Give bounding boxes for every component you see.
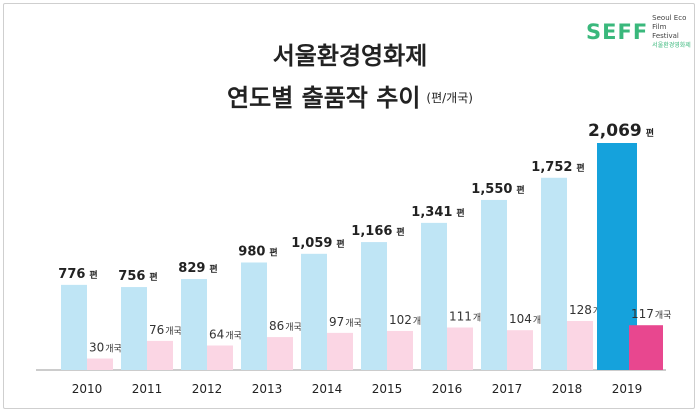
films-value-2018: 1,752: [531, 160, 572, 175]
countries-label-2013: 86개국: [269, 319, 302, 333]
x-tick-label-2018: 2018: [552, 382, 583, 396]
x-tick-label-2012: 2012: [192, 382, 223, 396]
logo-text: Seoul Eco Film Festival 서울환경영화제: [652, 14, 700, 50]
films-label-2014: 1,059 편: [291, 236, 344, 251]
countries-unit-2011: 개국: [165, 326, 182, 337]
countries-unit-2019: 개국: [655, 310, 672, 321]
countries-value-2015: 102: [389, 313, 412, 327]
films-unit-2015: 편: [396, 226, 404, 238]
countries-label-2010: 30개국: [89, 341, 122, 355]
films-bar-2017: [481, 199, 507, 370]
films-bar-2016: [421, 222, 447, 370]
films-label-2015: 1,166 편: [351, 224, 404, 239]
countries-value-2011: 76: [149, 323, 164, 337]
films-unit-2017: 편: [516, 184, 524, 196]
films-bar-2014: [301, 253, 327, 370]
films-unit-2010: 편: [89, 269, 97, 281]
logo-line-3: 서울환경영화제: [652, 42, 691, 49]
countries-bar-2018: [567, 321, 593, 370]
seff-logo: SEFF Seoul Eco Film Festival 서울환경영화제: [586, 14, 700, 50]
films-label-2013: 980 편: [238, 244, 277, 259]
countries-bar-2017: [507, 330, 533, 370]
countries-value-2014: 97: [329, 315, 344, 329]
films-value-2015: 1,166: [351, 224, 392, 239]
countries-value-2012: 64: [209, 328, 224, 342]
countries-value-2013: 86: [269, 319, 284, 333]
countries-label-2014: 97개국: [329, 315, 362, 329]
logo-line-1: Seoul Eco Film: [652, 14, 687, 31]
x-tick-label-2017: 2017: [492, 382, 523, 396]
chart-title: 서울환경영화제: [272, 42, 428, 70]
countries-label-2011: 76개국: [149, 323, 182, 337]
chart-unit: (편/개국): [426, 91, 473, 105]
x-tick-label-2019: 2019: [612, 382, 643, 396]
countries-bar-2011: [147, 340, 173, 370]
films-label-2019: 2,069 편: [588, 121, 654, 141]
films-label-2018: 1,752 편: [531, 160, 584, 175]
films-label-2011: 756 편: [118, 269, 157, 284]
countries-unit-2012: 개국: [225, 331, 242, 342]
chart-subtitle: 연도별 출품작 추이 (편/개국): [0, 78, 700, 113]
countries-value-2018: 128: [569, 303, 592, 317]
countries-bar-2015: [387, 330, 413, 370]
films-label-2010: 776 편: [58, 267, 97, 282]
countries-unit-2014: 개국: [345, 318, 362, 329]
countries-bar-2012: [207, 345, 233, 370]
films-value-2017: 1,550: [471, 182, 512, 197]
countries-unit-2013: 개국: [285, 322, 302, 333]
countries-bar-2013: [267, 337, 293, 370]
films-value-2011: 756: [118, 269, 145, 284]
films-value-2010: 776: [58, 267, 85, 282]
countries-value-2019: 117: [631, 307, 654, 321]
films-unit-2013: 편: [269, 246, 277, 258]
countries-bar-2016: [447, 327, 473, 370]
films-label-2016: 1,341 편: [411, 205, 464, 220]
x-tick-label-2013: 2013: [252, 382, 283, 396]
x-tick-label-2015: 2015: [372, 382, 403, 396]
chart-subtitle-text: 연도별 출품작 추이: [227, 84, 421, 112]
films-value-2014: 1,059: [291, 236, 332, 251]
films-unit-2011: 편: [149, 271, 157, 283]
films-unit-2018: 편: [576, 162, 584, 174]
films-unit-2012: 편: [209, 263, 217, 275]
films-value-2013: 980: [238, 244, 265, 259]
films-value-2019: 2,069: [588, 121, 642, 141]
logo-line-2: Festival: [652, 32, 679, 40]
films-bar-2015: [361, 242, 387, 370]
countries-label-2019: 117개국: [631, 307, 671, 321]
countries-bar-2019: [629, 325, 663, 370]
logo-mark: SEFF: [586, 20, 649, 44]
films-label-2012: 829 편: [178, 261, 217, 276]
films-bar-2011: [121, 287, 147, 370]
countries-label-2012: 64개국: [209, 328, 242, 342]
x-tick-label-2010: 2010: [72, 382, 103, 396]
films-bar-2010: [61, 284, 87, 370]
films-unit-2016: 편: [456, 207, 464, 219]
countries-bar-2010: [87, 358, 113, 370]
films-bar-2012: [181, 279, 207, 370]
films-value-2012: 829: [178, 261, 205, 276]
countries-bar-2014: [327, 332, 353, 370]
films-label-2017: 1,550 편: [471, 182, 524, 197]
countries-value-2010: 30: [89, 341, 104, 355]
films-unit-2019: 편: [646, 127, 654, 139]
films-unit-2014: 편: [336, 238, 344, 250]
films-bar-2018: [541, 177, 567, 370]
countries-value-2016: 111: [449, 310, 472, 324]
countries-unit-2010: 개국: [105, 344, 122, 355]
x-tick-label-2016: 2016: [432, 382, 463, 396]
countries-value-2017: 104: [509, 312, 532, 326]
films-value-2016: 1,341: [411, 205, 452, 220]
films-bar-2013: [241, 262, 267, 370]
x-tick-label-2011: 2011: [132, 382, 163, 396]
x-tick-label-2014: 2014: [312, 382, 343, 396]
